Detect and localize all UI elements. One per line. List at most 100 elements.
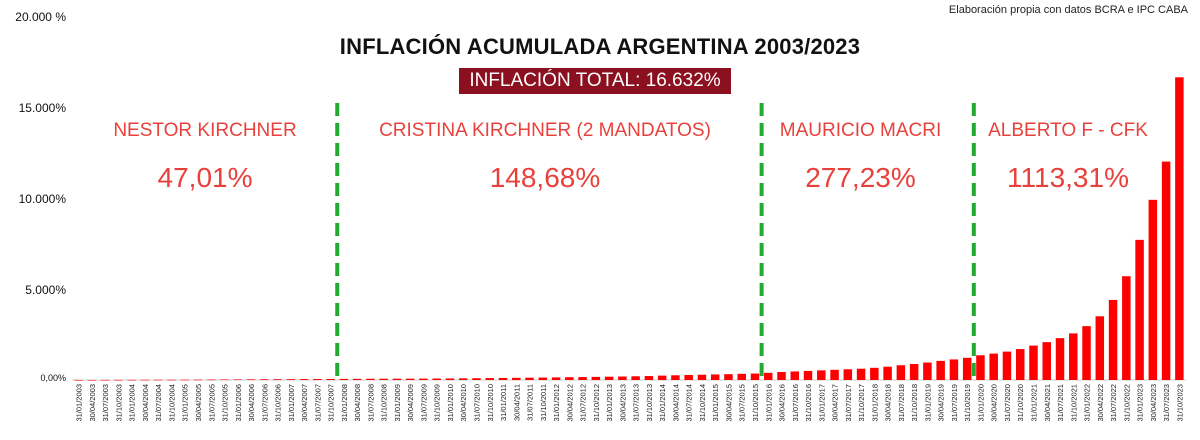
x-tick-label: 31/01/2003 [75, 384, 84, 422]
x-tick-label: 30/04/2007 [300, 384, 309, 422]
bar [843, 369, 853, 380]
x-tick-label: 30/04/2023 [1149, 384, 1158, 422]
bar [724, 374, 733, 380]
bar [313, 379, 322, 380]
x-tick-label: 31/01/2022 [1083, 384, 1092, 422]
x-tick-label: 31/10/2015 [751, 384, 760, 422]
bar [1029, 345, 1038, 380]
y-tick-label: 0,00% [40, 373, 66, 383]
bar [1069, 333, 1078, 380]
bar [962, 357, 972, 380]
x-tick-label: 31/10/2018 [910, 384, 919, 422]
bar [1135, 239, 1144, 380]
x-tick-label: 31/10/2016 [804, 384, 813, 422]
source-note: Elaboración propia con datos BCRA e IPC … [948, 4, 1188, 16]
bar [352, 378, 362, 380]
x-tick-label: 31/07/2021 [1056, 384, 1065, 422]
bar [591, 376, 601, 380]
x-tick-label: 30/04/2005 [194, 384, 203, 422]
x-tick-label: 31/07/2022 [1109, 384, 1118, 422]
chart-title: INFLACIÓN ACUMULADA ARGENTINA 2003/2023 [339, 34, 861, 59]
x-tick-label: 31/07/2019 [950, 384, 959, 422]
x-tick-label: 30/04/2010 [459, 384, 468, 422]
x-tick-label: 31/10/2008 [380, 384, 389, 422]
y-tick-label: 10.000% [18, 192, 66, 206]
bar [273, 379, 282, 380]
period-value-macri: 277,23% [805, 162, 916, 193]
bar [193, 379, 203, 381]
bar [976, 355, 985, 380]
x-tick-label: 31/10/2005 [221, 384, 230, 422]
bar [618, 376, 627, 380]
bar [631, 376, 640, 380]
bar [565, 377, 574, 380]
bar [737, 373, 746, 380]
x-tick-label: 31/01/2008 [340, 384, 349, 422]
bar [127, 379, 136, 381]
bar [830, 369, 839, 380]
x-tick-label: 31/01/2017 [817, 384, 826, 422]
period-label-cristina: CRISTINA KIRCHNER (2 MANDATOS) [379, 120, 711, 141]
bar [485, 378, 494, 380]
bar [644, 376, 654, 380]
bar [512, 377, 521, 380]
x-tick-label: 31/07/2004 [154, 384, 163, 422]
bar [1055, 338, 1065, 380]
bar [525, 377, 534, 380]
bar [856, 368, 866, 380]
x-tick-label: 31/01/2019 [923, 384, 932, 422]
bar [989, 353, 998, 380]
bar [1122, 276, 1131, 380]
bar [551, 377, 561, 380]
x-tick-label: 31/07/2018 [897, 384, 906, 422]
x-tick-label: 30/04/2018 [884, 384, 893, 422]
x-tick-label: 31/07/2003 [101, 384, 110, 422]
x-tick-label: 31/01/2005 [181, 384, 190, 422]
x-tick-label: 31/01/2007 [287, 384, 296, 422]
bar [1002, 351, 1012, 380]
x-tick-label: 30/04/2008 [353, 384, 362, 422]
bar [140, 379, 150, 381]
x-tick-label: 31/10/2014 [698, 384, 707, 422]
period-label-macri: MAURICIO MACRI [779, 120, 942, 141]
x-tick-label: 31/01/2021 [1029, 384, 1038, 422]
bar [909, 363, 919, 380]
bar [710, 374, 720, 380]
bar [207, 379, 216, 381]
bar [817, 370, 826, 380]
x-tick-label: 31/07/2012 [579, 384, 588, 422]
bar [167, 379, 176, 381]
x-tick-label: 30/04/2019 [937, 384, 946, 422]
bar [246, 379, 256, 380]
bar [286, 379, 296, 380]
x-tick-label: 31/01/2009 [393, 384, 402, 422]
x-tick-label: 31/07/2009 [419, 384, 428, 422]
x-tick-label: 31/07/2005 [207, 384, 216, 422]
bar [100, 379, 110, 381]
period-label-alberto: ALBERTO F - CFK [988, 120, 1148, 141]
x-tick-label: 30/04/2022 [1096, 384, 1105, 422]
x-tick-label: 31/01/2015 [711, 384, 720, 422]
bar [379, 378, 388, 380]
x-tick-label: 31/10/2022 [1122, 384, 1131, 422]
x-tick-label: 30/04/2012 [565, 384, 574, 422]
x-tick-label: 31/07/2020 [1003, 384, 1012, 422]
bar [1042, 342, 1051, 380]
x-tick-label: 30/04/2016 [778, 384, 787, 422]
period-value-alberto: 1113,31% [1007, 162, 1129, 193]
bar [153, 379, 163, 381]
x-tick-label: 31/10/2021 [1069, 384, 1078, 422]
x-tick-label: 31/10/2010 [486, 384, 495, 422]
x-tick-label: 31/10/2006 [274, 384, 283, 422]
bar [684, 374, 693, 380]
bar [1095, 316, 1105, 380]
bar [419, 378, 428, 380]
x-tick-label: 31/10/2013 [645, 384, 654, 422]
bar [432, 378, 441, 380]
x-tick-label: 31/01/2014 [658, 384, 667, 422]
bar [896, 365, 906, 380]
x-tick-label: 31/07/2007 [313, 384, 322, 422]
bar [220, 379, 229, 381]
bar [750, 373, 760, 380]
bar [180, 379, 189, 381]
